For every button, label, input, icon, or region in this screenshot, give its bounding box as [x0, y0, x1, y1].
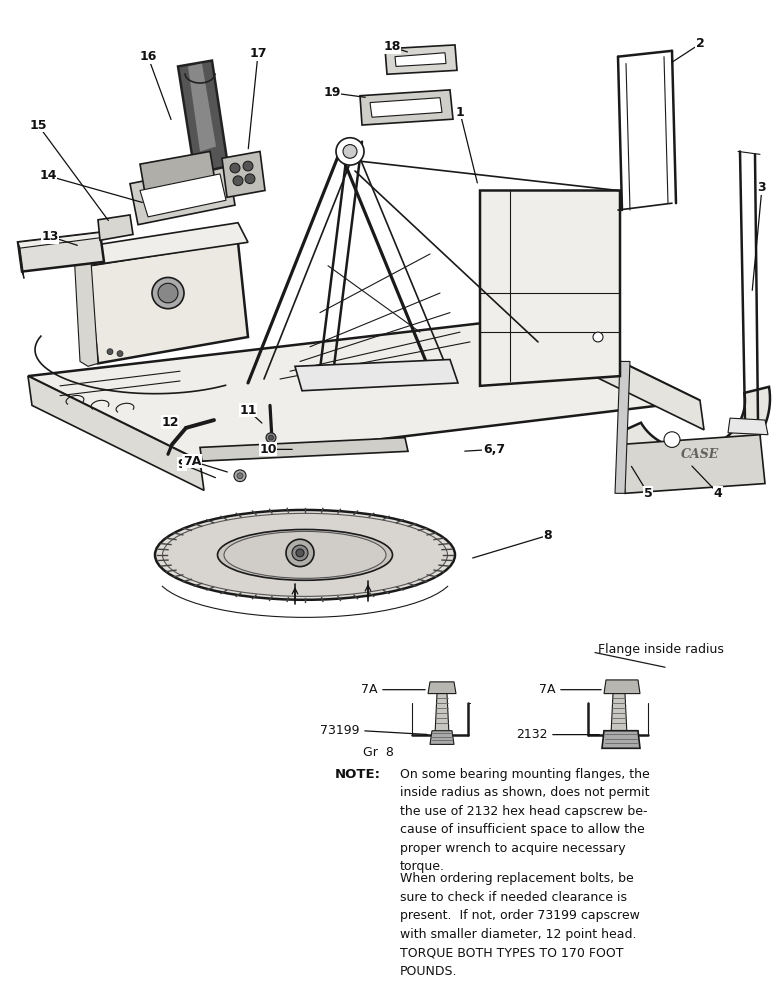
- Polygon shape: [385, 45, 457, 74]
- Polygon shape: [28, 317, 700, 461]
- Polygon shape: [618, 387, 770, 474]
- Text: Gr  8: Gr 8: [363, 746, 394, 759]
- Polygon shape: [395, 53, 446, 66]
- Circle shape: [233, 176, 243, 186]
- Text: 16: 16: [139, 50, 157, 63]
- Text: 10: 10: [259, 443, 276, 456]
- Polygon shape: [88, 242, 248, 363]
- Polygon shape: [140, 174, 226, 217]
- Polygon shape: [74, 246, 98, 366]
- Text: Flange inside radius: Flange inside radius: [598, 643, 724, 656]
- Circle shape: [296, 549, 304, 557]
- Circle shape: [230, 163, 240, 173]
- Ellipse shape: [218, 529, 392, 580]
- Text: When ordering replacement bolts, be
sure to check if needed clearance is
present: When ordering replacement bolts, be sure…: [400, 872, 640, 978]
- Text: 4: 4: [713, 487, 723, 500]
- Polygon shape: [222, 151, 265, 197]
- Polygon shape: [728, 418, 768, 435]
- Text: 5: 5: [644, 487, 652, 500]
- Text: 9: 9: [178, 458, 186, 471]
- Circle shape: [664, 432, 680, 447]
- Circle shape: [336, 138, 364, 165]
- Polygon shape: [150, 161, 238, 207]
- Text: NOTE:: NOTE:: [335, 768, 381, 781]
- Ellipse shape: [224, 531, 386, 578]
- Polygon shape: [98, 215, 133, 240]
- Text: 19: 19: [323, 86, 340, 99]
- Text: 18: 18: [384, 40, 401, 53]
- Circle shape: [117, 351, 123, 357]
- Circle shape: [107, 349, 113, 355]
- Circle shape: [593, 332, 603, 342]
- Circle shape: [292, 545, 308, 561]
- Polygon shape: [130, 164, 235, 225]
- Text: 3: 3: [757, 181, 767, 194]
- Text: 7A: 7A: [540, 683, 556, 696]
- Text: 15: 15: [29, 119, 47, 132]
- Polygon shape: [18, 232, 103, 248]
- Text: 6,7: 6,7: [483, 443, 505, 456]
- Text: 17: 17: [249, 47, 267, 60]
- Text: 1: 1: [455, 106, 465, 119]
- Polygon shape: [88, 223, 248, 266]
- Polygon shape: [295, 359, 458, 391]
- Polygon shape: [480, 190, 620, 386]
- Text: On some bearing mounting flanges, the
inside radius as shown, does not permit
th: On some bearing mounting flanges, the in…: [400, 768, 650, 873]
- Circle shape: [152, 277, 184, 309]
- Ellipse shape: [155, 510, 455, 600]
- Circle shape: [245, 174, 255, 184]
- Polygon shape: [200, 438, 408, 461]
- Circle shape: [234, 470, 246, 482]
- Polygon shape: [435, 694, 449, 735]
- Circle shape: [266, 433, 276, 443]
- Polygon shape: [428, 682, 456, 694]
- Circle shape: [237, 473, 243, 479]
- Circle shape: [158, 283, 178, 303]
- FancyBboxPatch shape: [0, 633, 772, 977]
- Polygon shape: [18, 242, 24, 278]
- Polygon shape: [18, 232, 104, 272]
- Circle shape: [286, 539, 314, 567]
- Polygon shape: [611, 694, 627, 735]
- Polygon shape: [370, 98, 442, 117]
- Text: 8: 8: [543, 529, 552, 542]
- Text: 2132: 2132: [516, 728, 548, 741]
- Text: 73199: 73199: [320, 724, 360, 737]
- Text: CASE: CASE: [681, 448, 720, 461]
- Polygon shape: [620, 435, 765, 493]
- Text: 11: 11: [239, 404, 257, 417]
- Text: 7A: 7A: [183, 455, 201, 468]
- Polygon shape: [530, 317, 704, 430]
- Ellipse shape: [162, 513, 448, 596]
- Text: 12: 12: [161, 416, 179, 429]
- Polygon shape: [430, 731, 454, 744]
- Text: 2: 2: [696, 37, 704, 50]
- Text: 14: 14: [39, 169, 57, 182]
- Polygon shape: [140, 151, 215, 193]
- Polygon shape: [360, 90, 453, 125]
- Circle shape: [243, 161, 253, 171]
- Polygon shape: [188, 63, 216, 151]
- Polygon shape: [604, 680, 640, 694]
- Text: 7A: 7A: [361, 683, 378, 696]
- Circle shape: [343, 145, 357, 158]
- Circle shape: [269, 435, 273, 440]
- Polygon shape: [178, 61, 228, 174]
- Text: 13: 13: [42, 230, 59, 243]
- Polygon shape: [28, 376, 204, 490]
- Polygon shape: [602, 731, 640, 748]
- Polygon shape: [615, 361, 630, 493]
